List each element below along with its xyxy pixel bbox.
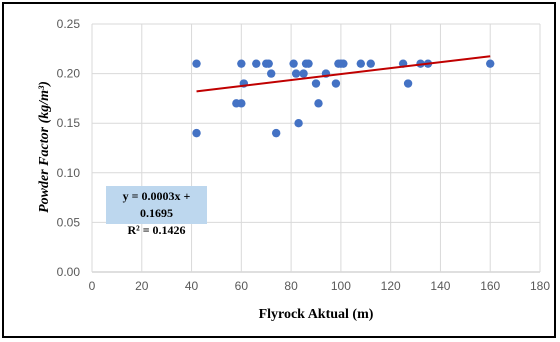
y-tick-label: 0.20 — [57, 67, 81, 81]
data-point — [192, 128, 201, 138]
x-tick-label: 80 — [284, 279, 298, 293]
data-point — [314, 99, 323, 108]
data-point — [339, 59, 348, 68]
x-axis-title: Flyrock Aktual (m) — [259, 307, 374, 322]
trendline — [196, 55, 491, 93]
y-tick-label: 0.15 — [57, 116, 81, 130]
regression-equation: y = 0.0003x + 0.1695 — [122, 189, 191, 220]
x-tick-label: 100 — [331, 279, 351, 293]
x-tick-label: 40 — [185, 279, 199, 293]
x-tick-label: 120 — [381, 279, 401, 293]
data-point — [237, 59, 246, 68]
y-tick-label: 0.10 — [57, 166, 81, 180]
data-point — [486, 59, 495, 68]
data-point — [304, 59, 313, 68]
x-tick-label: 180 — [530, 279, 550, 293]
r-squared: R² = 0.1426 — [127, 223, 186, 237]
data-point — [264, 59, 273, 68]
y-axis-title: Powder Factor (kg/m³) — [37, 81, 52, 213]
data-points — [192, 59, 495, 138]
x-tick-label: 140 — [430, 279, 450, 293]
data-point — [271, 128, 281, 138]
x-tick-label: 0 — [89, 279, 96, 293]
data-point — [311, 79, 321, 88]
data-point — [403, 79, 413, 88]
x-tick-label: 160 — [480, 279, 500, 293]
data-point — [299, 69, 308, 78]
data-point — [237, 99, 246, 108]
y-tick-label: 0.05 — [57, 215, 81, 229]
regression-annotation: y = 0.0003x + 0.1695 R² = 0.1426 — [106, 186, 207, 237]
data-point — [294, 119, 303, 128]
x-tick-label: 20 — [135, 279, 149, 293]
x-tick-label: 60 — [235, 279, 249, 293]
data-point — [252, 59, 261, 68]
data-point — [289, 59, 298, 68]
data-point — [366, 59, 375, 68]
data-point — [356, 59, 365, 68]
y-tick-labels: 0.00 0.05 0.10 0.15 0.20 0.25 — [57, 17, 81, 279]
data-point — [291, 69, 301, 78]
chart-frame — [2, 2, 556, 338]
data-point — [267, 69, 276, 78]
data-point — [331, 79, 341, 88]
y-tick-label: 0.00 — [57, 265, 81, 279]
data-point — [192, 59, 201, 68]
trendline-group — [196, 55, 491, 93]
y-tick-label: 0.25 — [57, 17, 81, 31]
x-tick-labels: 0 20 40 60 80 100 120 140 160 180 — [89, 279, 551, 293]
